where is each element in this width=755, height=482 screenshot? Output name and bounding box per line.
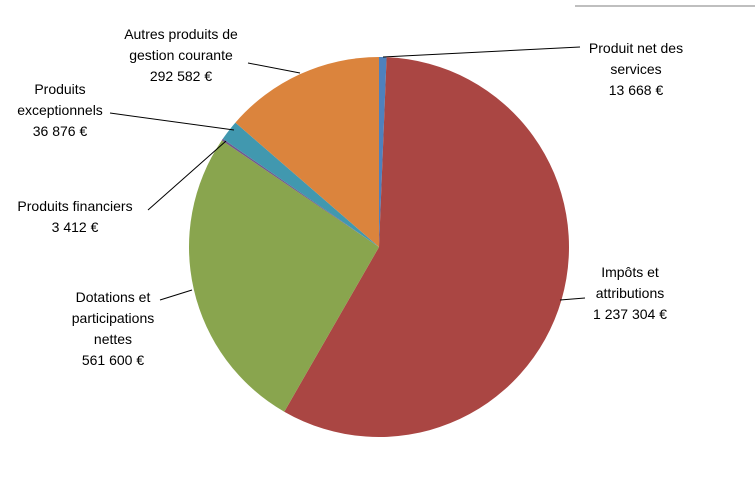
- leader-line: [159, 289, 193, 301]
- value-label: 1 237 304 €: [593, 306, 667, 322]
- pie-slice: [222, 122, 379, 247]
- leader-line: [382, 46, 581, 58]
- pie-slice: [284, 57, 569, 437]
- slice-label: Autres produits de gestion courante 292 5…: [106, 24, 256, 87]
- slice-label: Impôts et attributions 1 237 304 €: [580, 262, 680, 325]
- category-name: Dotations et participations nettes: [71, 289, 155, 347]
- value-label: 561 600 €: [81, 352, 145, 368]
- leader-line: [247, 62, 301, 74]
- slice-label: Produits exceptionnels 36 876 €: [8, 79, 113, 142]
- category-name: Produit net des services: [588, 40, 684, 77]
- category-name: Produits exceptionnels: [17, 81, 103, 118]
- slice-label: Produit net des services 13 668 €: [574, 38, 699, 101]
- pie-slice: [188, 140, 379, 412]
- pie-slice: [235, 56, 379, 247]
- value-label: 292 582 €: [149, 68, 213, 84]
- slice-label: Produits financiers 3 412 €: [0, 196, 155, 238]
- value-label: 36 876 €: [32, 123, 88, 139]
- category-name: Impôts et attributions: [595, 264, 665, 301]
- pie-slice: [221, 138, 379, 247]
- leader-line: [147, 140, 227, 211]
- slice-label: Dotations et participations nettes 561 60…: [56, 287, 171, 371]
- leader-line: [109, 112, 235, 131]
- pie-slice: [379, 57, 387, 247]
- category-name: Autres produits de gestion courante: [124, 26, 238, 63]
- value-label: 3 412 €: [51, 219, 99, 235]
- category-name: Produits financiers: [17, 198, 133, 214]
- value-label: 13 668 €: [608, 82, 664, 98]
- leader-line: [559, 297, 586, 301]
